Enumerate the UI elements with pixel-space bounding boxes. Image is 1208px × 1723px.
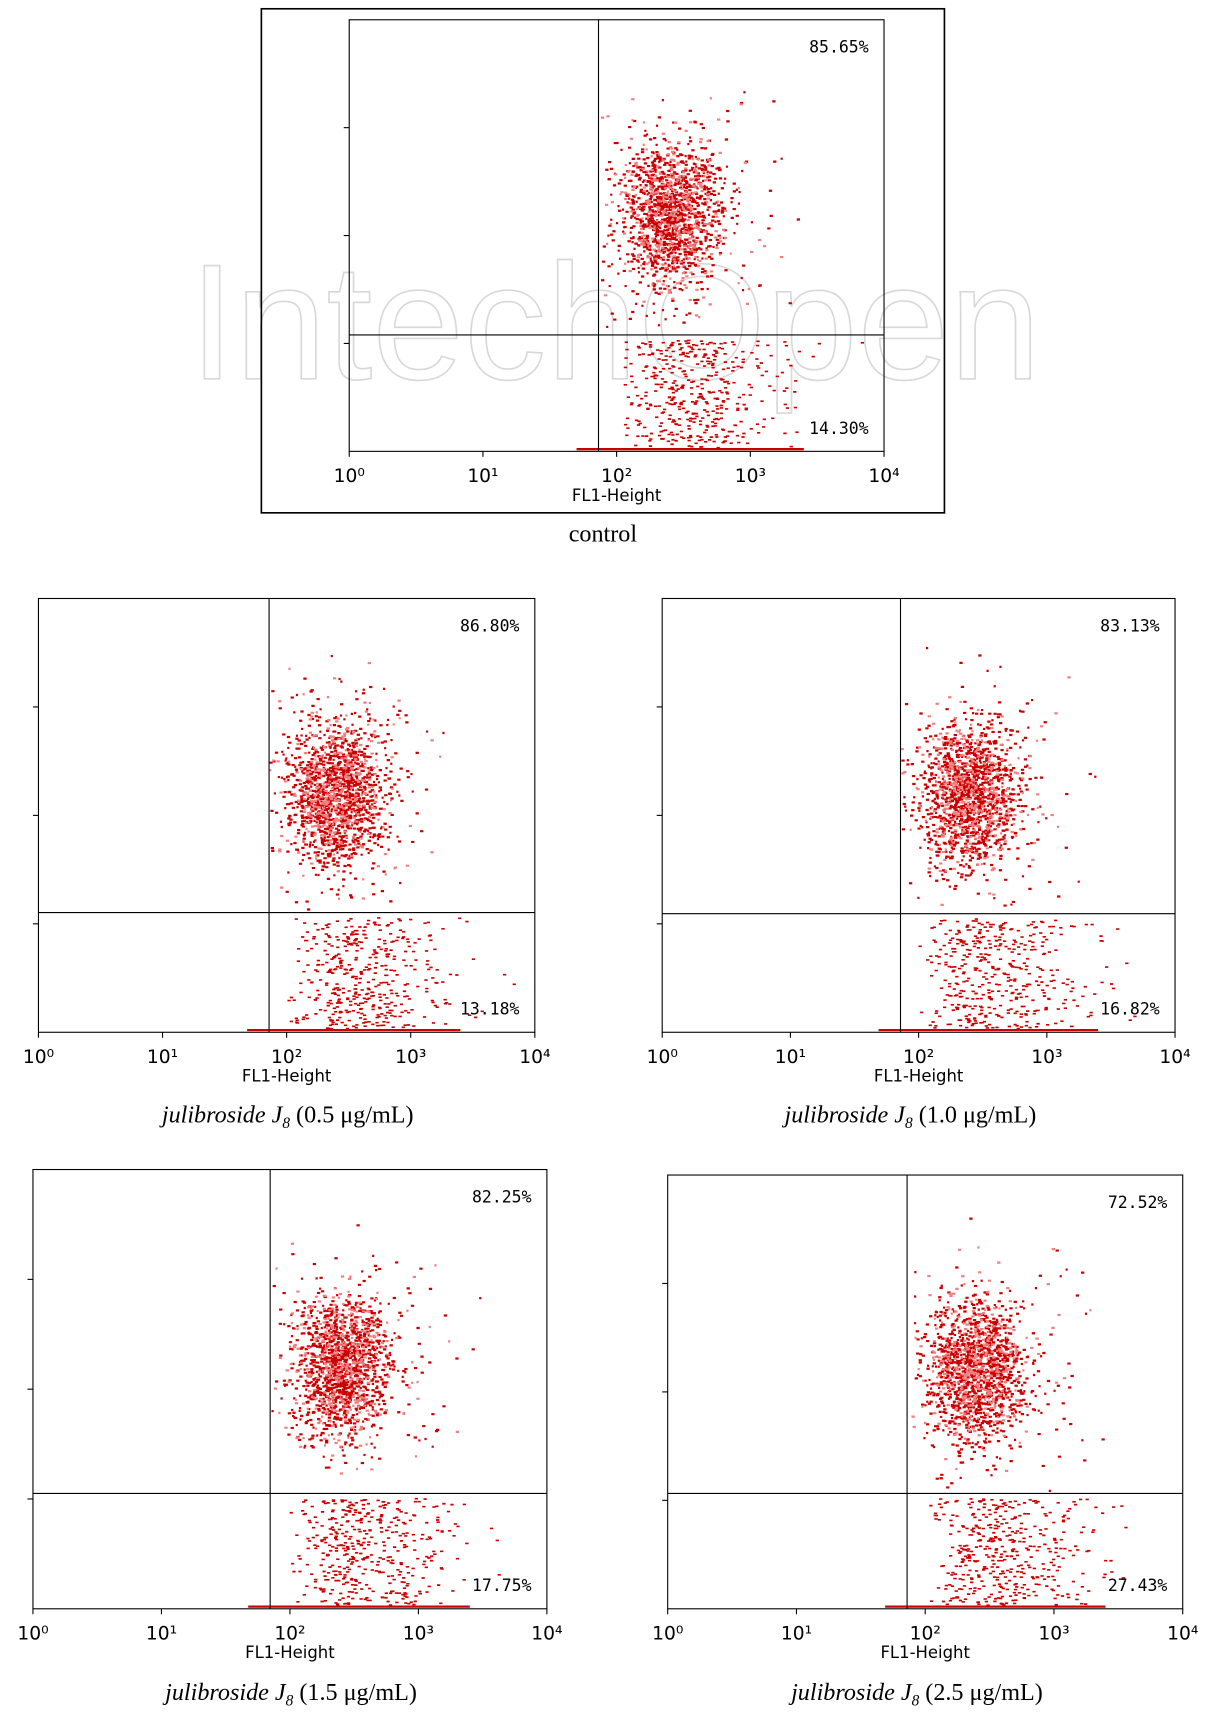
x-tick-label: 10⁰ bbox=[17, 1624, 48, 1645]
x-axis-label: FL1-Height bbox=[242, 1067, 332, 1086]
cell-dots-light bbox=[900, 676, 1071, 906]
x-tick-label: 10¹ bbox=[147, 1047, 178, 1068]
cell-dots bbox=[269, 654, 516, 1030]
quadrant-lower: 17.75% bbox=[472, 1576, 532, 1595]
cell-dots bbox=[914, 1217, 1128, 1607]
caption-dose: (2.5 μg/mL) bbox=[919, 1679, 1043, 1706]
plot-frame bbox=[661, 597, 1176, 1033]
x-tick-label: 10² bbox=[274, 1624, 305, 1645]
quadrant-upper: 85.65% bbox=[809, 38, 869, 57]
quadrant-lower: 16.82% bbox=[1100, 1000, 1160, 1019]
x-tick-label: 10³ bbox=[1038, 1624, 1069, 1645]
watermark: IntechOpen bbox=[189, 230, 1041, 414]
cell-dots-light bbox=[600, 97, 784, 319]
x-tick-label: 10⁴ bbox=[1167, 1624, 1198, 1645]
caption: julibroside J8 (2.5 μg/mL) bbox=[788, 1679, 1043, 1709]
caption: julibroside J8 (0.5 μg/mL) bbox=[159, 1101, 414, 1131]
caption-compound: julibroside J bbox=[782, 1101, 907, 1128]
caption-compound: julibroside J bbox=[159, 1101, 284, 1128]
x-axis-label: FL1-Height bbox=[245, 1643, 335, 1662]
caption-dose: (1.5 μg/mL) bbox=[293, 1679, 417, 1706]
caption-dose: (1.0 μg/mL) bbox=[913, 1101, 1037, 1128]
x-tick-label: 10¹ bbox=[146, 1624, 177, 1645]
plot-frame bbox=[37, 597, 536, 1033]
quadrant-lower: 27.43% bbox=[1108, 1576, 1168, 1595]
cell-dots bbox=[271, 1224, 501, 1606]
x-tick-label: 10³ bbox=[403, 1624, 434, 1645]
x-tick-label: 10³ bbox=[735, 466, 766, 487]
panel-frame bbox=[260, 7, 946, 514]
x-axis-label: FL1-Height bbox=[874, 1067, 964, 1086]
x-tick-label: 10² bbox=[903, 1047, 934, 1068]
caption-subscript: 8 bbox=[905, 1115, 913, 1132]
quadrant-upper: 82.25% bbox=[472, 1187, 532, 1206]
x-tick-label: 10⁴ bbox=[519, 1047, 550, 1068]
quadrant-upper: 86.80% bbox=[460, 616, 520, 635]
x-tick-label: 10⁰ bbox=[652, 1624, 683, 1645]
quadrant-lower: 13.18% bbox=[460, 1000, 520, 1019]
cell-dots-light bbox=[911, 1246, 1092, 1472]
quadrant-lower: 14.30% bbox=[809, 419, 869, 438]
x-tick-label: 10¹ bbox=[781, 1624, 812, 1645]
caption-dose: (0.5 μg/mL) bbox=[290, 1101, 414, 1128]
x-tick-label: 10¹ bbox=[467, 466, 498, 487]
caption: julibroside J8 (1.5 μg/mL) bbox=[162, 1679, 417, 1709]
caption-compound: julibroside J bbox=[162, 1679, 287, 1706]
caption-compound: julibroside J bbox=[788, 1679, 913, 1706]
plot-frame bbox=[32, 1168, 548, 1610]
x-tick-label: 10⁴ bbox=[1159, 1047, 1190, 1068]
x-tick-label: 10² bbox=[601, 466, 632, 487]
x-tick-label: 10⁰ bbox=[334, 466, 365, 487]
caption-subscript: 8 bbox=[912, 1692, 920, 1709]
x-tick-label: 10⁰ bbox=[23, 1047, 54, 1068]
x-tick-label: 10² bbox=[910, 1624, 941, 1645]
cell-dots bbox=[901, 647, 1137, 1030]
plot-frame bbox=[667, 1174, 1184, 1610]
x-tick-label: 10⁴ bbox=[868, 466, 899, 487]
caption: julibroside J8 (1.0 μg/mL) bbox=[782, 1101, 1037, 1131]
x-tick-label: 10⁴ bbox=[531, 1624, 562, 1645]
x-tick-label: 10³ bbox=[1031, 1047, 1062, 1068]
x-axis-label: FL1-Height bbox=[572, 486, 662, 505]
quadrant-upper: 72.52% bbox=[1108, 1193, 1168, 1212]
x-tick-label: 10² bbox=[271, 1047, 302, 1068]
x-tick-label: 10³ bbox=[395, 1047, 426, 1068]
cell-dots bbox=[601, 91, 865, 449]
caption-text: control bbox=[569, 520, 638, 547]
x-tick-label: 10⁰ bbox=[647, 1047, 678, 1068]
x-axis-label: FL1-Height bbox=[880, 1643, 970, 1662]
caption-subscript: 8 bbox=[286, 1692, 294, 1709]
caption-subscript: 8 bbox=[282, 1115, 290, 1132]
caption: control bbox=[569, 520, 638, 547]
x-tick-label: 10¹ bbox=[775, 1047, 806, 1068]
cell-dots-light bbox=[273, 1242, 460, 1475]
quadrant-upper: 83.13% bbox=[1100, 616, 1160, 635]
